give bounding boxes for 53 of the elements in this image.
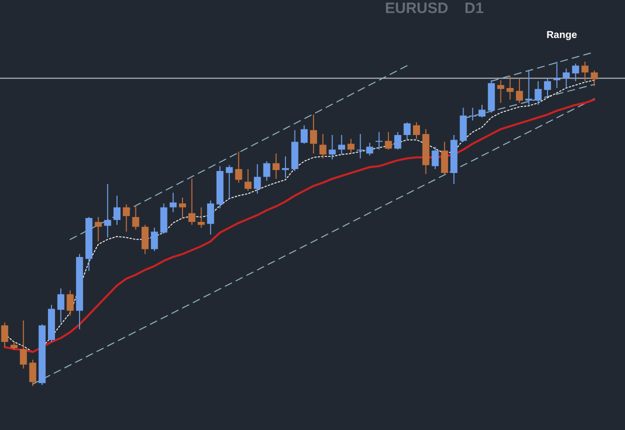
- candlestick: [170, 192, 177, 213]
- candlestick: [244, 168, 252, 192]
- candlestick: [66, 290, 74, 316]
- candlestick: [57, 288, 64, 323]
- candlestick: [104, 183, 112, 238]
- candlestick: [254, 164, 261, 194]
- candlestick: [366, 142, 374, 156]
- candlestick: [534, 80, 542, 106]
- candlestick: [94, 216, 102, 242]
- candlestick: [132, 204, 140, 230]
- candlestick: [384, 132, 392, 150]
- candlestick: [590, 70, 598, 87]
- candlestick: [497, 80, 504, 104]
- candlestick: [122, 204, 130, 232]
- candlestick: [478, 104, 486, 118]
- candlestick: [272, 152, 280, 180]
- candlestick: [572, 63, 580, 82]
- candlestick: [142, 224, 149, 255]
- candlestick: [328, 134, 336, 160]
- candlestick: [29, 359, 36, 386]
- candlestick: [338, 134, 346, 155]
- candlestick: [226, 164, 233, 200]
- candlestick: [469, 107, 476, 121]
- candlestick: [562, 68, 570, 88]
- candlestick: [376, 132, 383, 150]
- candlestick: [581, 61, 588, 82]
- candlestick: [404, 122, 411, 140]
- candlestick: [198, 206, 205, 228]
- candlestick: [188, 178, 196, 226]
- candlestick: [207, 200, 214, 236]
- text: Range: [546, 30, 577, 41]
- candlestick: [1, 322, 8, 348]
- candlestick: [441, 141, 448, 174]
- candlestick: [150, 227, 158, 252]
- candlestick: [179, 197, 186, 219]
- candlestick: [347, 138, 354, 154]
- candlestick: [113, 195, 120, 226]
- candlestick: [263, 160, 270, 182]
- candlestick: [282, 156, 289, 178]
- candlestick: [20, 320, 27, 369]
- candlestick: [506, 76, 514, 100]
- chart-title: EURUSD D1: [385, 0, 484, 17]
- candlestick: [356, 134, 364, 159]
- candlestick: [319, 134, 326, 159]
- candlestick: [525, 70, 532, 106]
- candlestick: [235, 151, 242, 184]
- candlestick: [300, 124, 308, 144]
- candlestick: [310, 114, 318, 154]
- candlestick: [544, 78, 552, 96]
- candlestick: [516, 78, 523, 104]
- candlestick: [394, 132, 402, 150]
- candlestick: [432, 146, 439, 170]
- candlestick: [412, 122, 420, 140]
